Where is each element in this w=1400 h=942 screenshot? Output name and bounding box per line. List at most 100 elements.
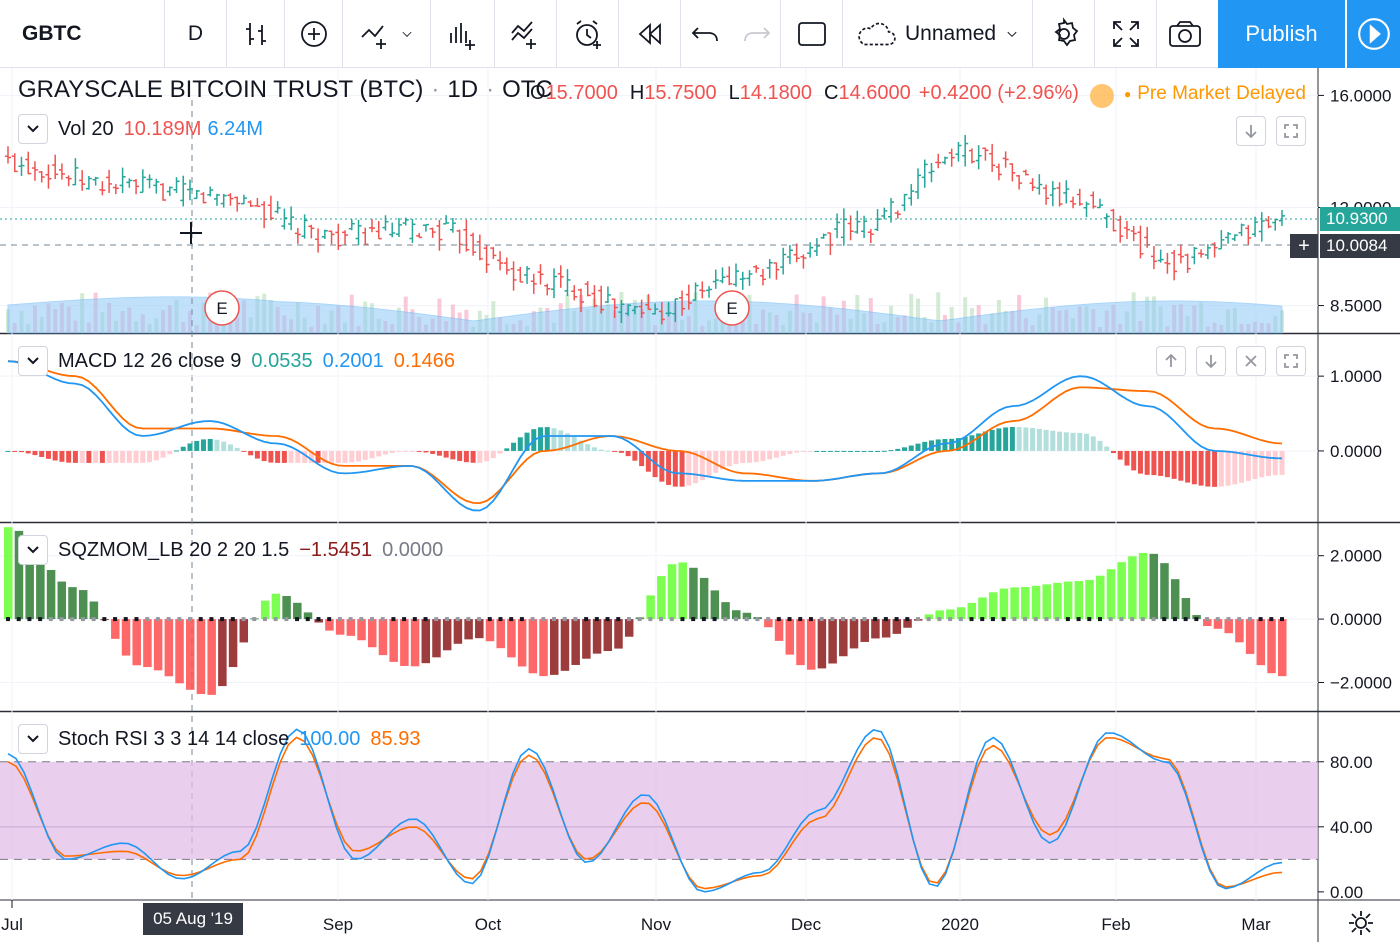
macd-histogram-bar bbox=[922, 441, 928, 451]
macd-histogram-bar bbox=[1239, 450, 1245, 483]
ohlc-bar bbox=[342, 230, 349, 246]
time-axis-label: Mar bbox=[1241, 915, 1271, 934]
maximize-pane-button[interactable] bbox=[1276, 116, 1306, 146]
publish-button[interactable]: Publish bbox=[1218, 0, 1346, 68]
squeeze-dot bbox=[969, 617, 974, 622]
sqz-momentum-bar bbox=[999, 588, 1009, 620]
bar-style-icon[interactable] bbox=[227, 0, 285, 68]
ohlc-bar bbox=[180, 175, 187, 207]
ohlc-bar bbox=[692, 282, 699, 301]
sqz-momentum-bar bbox=[1224, 619, 1233, 634]
volume-bar bbox=[916, 298, 920, 333]
maximize-pane-button[interactable] bbox=[1276, 346, 1306, 376]
ohlc-bar bbox=[982, 147, 989, 161]
collapse-legend-button[interactable] bbox=[18, 114, 48, 144]
macd-histogram-bar bbox=[1077, 432, 1083, 451]
macd-histogram-bar bbox=[982, 431, 988, 451]
macd-histogram-bar bbox=[598, 449, 604, 451]
layout-name-button[interactable]: Unnamed bbox=[843, 0, 1033, 68]
interval-button[interactable]: D bbox=[165, 0, 227, 68]
ohlc-bar bbox=[58, 163, 65, 180]
replay-icon[interactable] bbox=[619, 0, 681, 68]
compare-button[interactable] bbox=[343, 0, 431, 68]
undo-icon[interactable] bbox=[681, 0, 731, 68]
time-axis-label: Nov bbox=[641, 915, 672, 934]
squeeze-dot bbox=[605, 617, 610, 622]
top-toolbar: GBTC D bbox=[0, 0, 1400, 68]
macd-histogram-bar bbox=[908, 445, 914, 451]
macd-histogram-bar bbox=[106, 450, 112, 463]
ohlc-bar bbox=[1272, 218, 1279, 231]
close-pane-button[interactable] bbox=[1236, 346, 1266, 376]
ohlc-bar bbox=[739, 271, 746, 290]
collapse-legend-button[interactable] bbox=[18, 346, 48, 376]
stoch-d-value: 85.93 bbox=[370, 727, 421, 750]
macd-histogram-bar bbox=[632, 450, 638, 461]
market-status-dot[interactable] bbox=[1090, 84, 1114, 108]
ohlc-bar bbox=[1130, 226, 1137, 242]
add-indicator-icon[interactable] bbox=[285, 0, 343, 68]
collapse-legend-button[interactable] bbox=[18, 724, 48, 754]
squeeze-dot bbox=[177, 617, 182, 622]
squeeze-dot bbox=[252, 617, 257, 622]
sqz-momentum-bar bbox=[806, 619, 816, 670]
move-up-button[interactable] bbox=[1156, 346, 1186, 376]
macd-histogram-bar bbox=[807, 450, 813, 452]
settings-icon[interactable] bbox=[1033, 0, 1095, 68]
macd-histogram-bar bbox=[524, 432, 530, 451]
squeeze-dot bbox=[1076, 617, 1081, 622]
close-icon bbox=[1245, 355, 1257, 367]
ohlc-bar bbox=[604, 286, 611, 304]
stochrsi-legend: Stoch RSI 3 3 14 14 close 100.00 85.93 bbox=[18, 724, 420, 754]
ohlc-bar bbox=[126, 178, 133, 188]
move-down-button[interactable] bbox=[1196, 346, 1226, 376]
sqz-momentum-bar bbox=[624, 619, 634, 637]
macd-histogram-bar bbox=[5, 450, 11, 452]
alert-icon[interactable] bbox=[557, 0, 619, 68]
sqz-momentum-bar bbox=[785, 619, 795, 655]
sqz-momentum-bar bbox=[1074, 581, 1084, 620]
ohlc-bar bbox=[854, 210, 861, 234]
symbol-search-button[interactable]: GBTC bbox=[0, 0, 165, 68]
time-axis-label: Dec bbox=[791, 915, 822, 934]
stoch-d-line bbox=[7, 736, 1283, 890]
move-down-button[interactable] bbox=[1236, 116, 1266, 146]
timezone-settings-icon[interactable] bbox=[1346, 908, 1376, 938]
market-status[interactable]: ● Pre Market Delayed bbox=[1124, 83, 1306, 105]
sqz-momentum-bar bbox=[485, 619, 495, 642]
camera-icon[interactable] bbox=[1157, 0, 1202, 68]
ohlc-bar bbox=[753, 265, 760, 273]
time-axis-label: Sep bbox=[323, 915, 353, 934]
collapse-legend-button[interactable] bbox=[18, 535, 48, 565]
macd-histogram-bar bbox=[362, 450, 368, 461]
ohlc-bar bbox=[207, 186, 214, 197]
indicators-icon[interactable] bbox=[431, 0, 495, 68]
squeeze-dot bbox=[209, 617, 214, 622]
squeeze-dot bbox=[1012, 617, 1017, 622]
volume-bar bbox=[491, 301, 496, 333]
fullscreen-rect-icon[interactable] bbox=[781, 0, 843, 68]
squeeze-dot bbox=[584, 617, 589, 622]
sqz-axis-label: 0.0000 bbox=[1330, 610, 1382, 629]
ohlc-bar bbox=[726, 266, 733, 286]
templates-icon[interactable] bbox=[495, 0, 557, 68]
squeeze-dot bbox=[391, 617, 396, 622]
sqz-momentum-bar bbox=[903, 619, 912, 628]
symbol-interval: 1D bbox=[447, 76, 479, 103]
macd-histogram-bar bbox=[1232, 450, 1238, 485]
ohlc-bar bbox=[1083, 201, 1090, 218]
squeeze-dot bbox=[348, 617, 353, 622]
macd-histogram-bar bbox=[248, 450, 254, 456]
stoch-axis-label: 0.00 bbox=[1330, 883, 1363, 902]
macd-histogram-bar bbox=[551, 428, 557, 451]
expand-icon[interactable] bbox=[1095, 0, 1157, 68]
macd-histogram-bar bbox=[349, 450, 355, 463]
squeeze-dot bbox=[1237, 617, 1242, 622]
squeeze-dot bbox=[851, 617, 856, 622]
redo-icon[interactable] bbox=[731, 0, 781, 68]
add-alert-plus-button[interactable]: + bbox=[1290, 234, 1318, 258]
squeeze-dot bbox=[1151, 617, 1156, 622]
ohlc-bar bbox=[470, 232, 477, 256]
play-icon[interactable] bbox=[1347, 0, 1400, 68]
